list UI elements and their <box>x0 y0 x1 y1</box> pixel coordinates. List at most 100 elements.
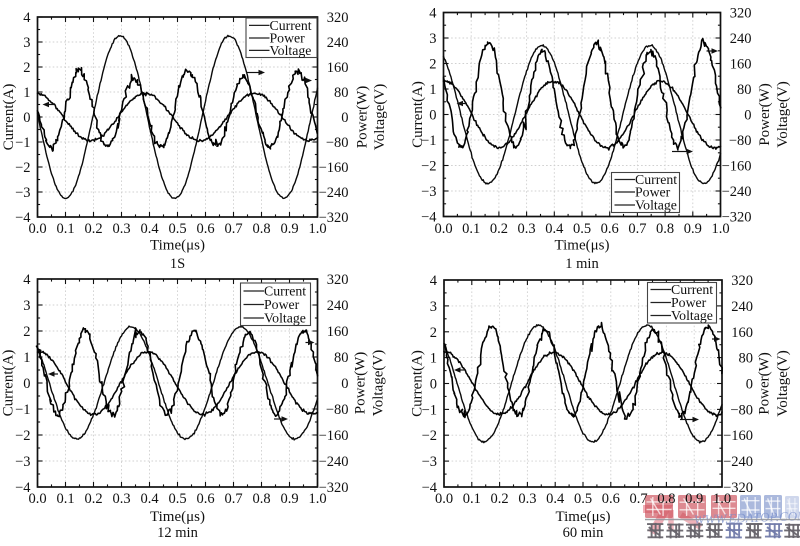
svg-text:0.3: 0.3 <box>518 221 536 237</box>
svg-text:0.4: 0.4 <box>140 221 159 237</box>
svg-text:4: 4 <box>23 272 31 288</box>
svg-text:−80: −80 <box>326 402 349 418</box>
svg-text:−1: −1 <box>15 135 30 151</box>
svg-text:80: 80 <box>334 350 349 366</box>
svg-text:1: 1 <box>430 351 437 367</box>
svg-text:320: 320 <box>730 6 752 22</box>
svg-text:240: 240 <box>730 31 752 47</box>
svg-text:0.0: 0.0 <box>435 491 453 507</box>
svg-text:0.4: 0.4 <box>546 491 565 507</box>
svg-text:2: 2 <box>430 325 437 341</box>
svg-text:0.3: 0.3 <box>112 221 130 237</box>
svg-text:−4: −4 <box>421 210 437 226</box>
svg-text:0.7: 0.7 <box>224 491 242 507</box>
svg-text:−2: −2 <box>422 428 437 444</box>
svg-text:0.2: 0.2 <box>84 221 102 237</box>
svg-text:0.7: 0.7 <box>224 221 242 237</box>
svg-text:−3: −3 <box>422 454 437 470</box>
svg-text:Voltage: Voltage <box>270 43 312 58</box>
svg-text:−80: −80 <box>729 133 752 149</box>
svg-text:0.4: 0.4 <box>140 491 159 507</box>
svg-text:0.3: 0.3 <box>112 491 130 507</box>
svg-text:−160: −160 <box>722 159 752 175</box>
svg-text:Current(A): Current(A) <box>410 350 426 417</box>
svg-text:Current: Current <box>264 284 306 299</box>
svg-text:−160: −160 <box>319 160 349 176</box>
svg-text:0.3: 0.3 <box>518 491 536 507</box>
svg-text:2: 2 <box>23 60 30 76</box>
svg-text:Power: Power <box>635 185 671 200</box>
svg-text:0.5: 0.5 <box>574 491 592 507</box>
svg-text:−160: −160 <box>723 428 753 444</box>
svg-text:0: 0 <box>23 110 30 126</box>
svg-text:−2: −2 <box>15 428 30 444</box>
svg-text:3: 3 <box>429 31 436 47</box>
svg-text:−320: −320 <box>723 480 753 496</box>
svg-text:0.6: 0.6 <box>196 491 214 507</box>
svg-text:0.1: 0.1 <box>56 221 74 237</box>
svg-text:320: 320 <box>327 10 349 26</box>
svg-text:0.8: 0.8 <box>252 491 270 507</box>
svg-text:Current: Current <box>671 282 713 297</box>
svg-text:WWW.EDATOP.COM: WWW.EDATOP.COM <box>694 508 800 527</box>
svg-text:160: 160 <box>327 60 349 76</box>
svg-text:80: 80 <box>737 82 752 98</box>
svg-text:0.8: 0.8 <box>252 221 270 237</box>
svg-text:4: 4 <box>429 6 437 22</box>
svg-text:0: 0 <box>744 108 751 124</box>
svg-text:Voltage: Voltage <box>635 198 677 213</box>
svg-text:3: 3 <box>23 35 30 51</box>
svg-text:0.1: 0.1 <box>56 491 74 507</box>
svg-text:Voltage(V): Voltage(V) <box>775 350 791 416</box>
svg-text:0.2: 0.2 <box>490 221 508 237</box>
svg-text:1.0: 1.0 <box>308 491 326 507</box>
svg-text:0.0: 0.0 <box>28 491 46 507</box>
svg-text:1: 1 <box>429 82 436 98</box>
svg-text:0: 0 <box>430 377 437 393</box>
svg-text:2: 2 <box>429 57 436 73</box>
svg-text:160: 160 <box>731 325 753 341</box>
svg-text:−320: −320 <box>319 480 349 496</box>
svg-text:Power: Power <box>671 295 707 310</box>
svg-text:2: 2 <box>23 324 30 340</box>
svg-text:−240: −240 <box>723 454 753 470</box>
svg-text:−160: −160 <box>319 428 349 444</box>
svg-text:−2: −2 <box>421 159 436 175</box>
svg-text:4: 4 <box>430 273 438 289</box>
svg-text:240: 240 <box>327 35 349 51</box>
svg-text:0: 0 <box>341 376 348 392</box>
svg-text:0.5: 0.5 <box>168 491 186 507</box>
svg-text:−240: −240 <box>319 185 349 201</box>
svg-text:0.7: 0.7 <box>628 221 646 237</box>
svg-text:60 min: 60 min <box>563 525 604 541</box>
svg-text:1.0: 1.0 <box>713 491 731 507</box>
svg-text:4: 4 <box>23 10 31 26</box>
svg-text:−240: −240 <box>319 454 349 470</box>
svg-text:0.6: 0.6 <box>196 221 214 237</box>
svg-text:0.1: 0.1 <box>462 221 480 237</box>
svg-text:−1: −1 <box>422 402 437 418</box>
svg-text:Current(A): Current(A) <box>1 350 17 417</box>
svg-text:0.9: 0.9 <box>280 491 298 507</box>
svg-text:Current: Current <box>270 18 312 33</box>
svg-text:0.5: 0.5 <box>168 221 186 237</box>
svg-text:0: 0 <box>746 377 753 393</box>
svg-text:0.7: 0.7 <box>630 491 648 507</box>
svg-text:0.9: 0.9 <box>280 221 298 237</box>
svg-text:Power(W): Power(W) <box>757 83 773 145</box>
svg-text:0.2: 0.2 <box>491 491 509 507</box>
svg-text:Current(A): Current(A) <box>1 84 17 151</box>
svg-text:0.5: 0.5 <box>573 221 591 237</box>
svg-text:320: 320 <box>731 273 753 289</box>
svg-text:160: 160 <box>327 324 349 340</box>
svg-text:−240: −240 <box>722 184 752 200</box>
svg-text:−2: −2 <box>15 160 30 176</box>
svg-text:Voltage: Voltage <box>264 311 306 326</box>
svg-text:Power(W): Power(W) <box>353 352 369 414</box>
svg-text:0.2: 0.2 <box>84 491 102 507</box>
svg-text:−80: −80 <box>730 402 753 418</box>
svg-text:−3: −3 <box>421 184 436 200</box>
svg-text:0: 0 <box>429 108 436 124</box>
svg-text:−3: −3 <box>15 454 30 470</box>
svg-text:Voltage(V): Voltage(V) <box>775 81 791 147</box>
